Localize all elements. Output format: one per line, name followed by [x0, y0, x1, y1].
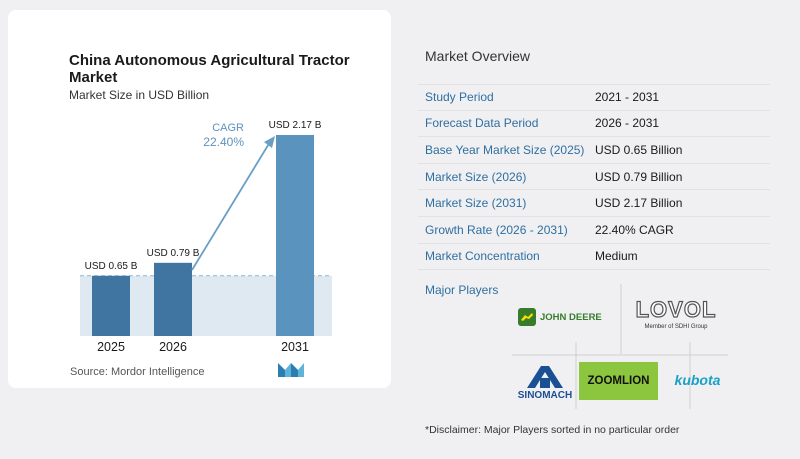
x-tick-label: 2031	[281, 340, 309, 354]
disclaimer-text: *Disclaimer: Major Players sorted in no …	[425, 424, 680, 436]
sinomach-text: SINOMACH	[517, 390, 573, 401]
overview-row-label: Growth Rate (2026 - 2031)	[425, 222, 568, 237]
bar-value-label: USD 0.65 B	[85, 261, 138, 272]
x-tick-label: 2025	[97, 340, 125, 354]
source-text: Source: Mordor Intelligence	[70, 366, 205, 378]
market-overview-table: Study Period 2021 - 2031 Forecast Data Per…	[418, 84, 770, 271]
chart-subtitle: Market Size in USD Billion	[69, 88, 210, 102]
bar-value-label: USD 2.17 B	[269, 120, 322, 131]
lovol-text: LOVOL	[635, 296, 717, 322]
cagr-label: CAGR	[212, 122, 244, 134]
lovol-logo: LOVOL Member of SDHI Group	[635, 296, 716, 330]
overview-row-label: Market Size (2031)	[425, 196, 527, 211]
deer-icon	[518, 308, 536, 326]
bar-value-label: USD 0.79 B	[147, 248, 200, 259]
chart-title: China Autonomous Agricultural Tractor Ma…	[69, 52, 350, 86]
overview-row-value: Medium	[595, 249, 638, 264]
overview-row-label: Study Period	[425, 90, 494, 105]
cagr-arrowhead	[264, 136, 275, 148]
cagr-arrow	[191, 141, 271, 271]
overview-row-value: 2021 - 2031	[595, 90, 660, 105]
overview-row: Forecast Data Period 2026 - 2031	[418, 111, 770, 138]
bar	[276, 135, 314, 336]
kubota-text: kubota	[674, 372, 721, 388]
mordor-logo-icon	[278, 363, 304, 377]
cagr-value: 22.40%	[203, 135, 244, 149]
kubota-logo: kubota	[670, 372, 725, 388]
players-grid-lines	[512, 284, 728, 409]
john-deere-text: JOHN DEERE	[540, 311, 602, 323]
lovol-subtext: Member of SDHI Group	[644, 324, 708, 330]
john-deere-logo: JOHN DEERE	[518, 306, 602, 328]
sinomach-logo: SINOMACH	[515, 362, 575, 401]
market-overview-title: Market Overview	[425, 48, 531, 64]
overview-row: Growth Rate (2026 - 2031) 22.40% CAGR	[418, 217, 770, 244]
bar-chart: USD 0.65 B 2025 USD 0.79 B 2026 USD 2.17 B 20…	[80, 120, 332, 354]
overview-row-label: Forecast Data Period	[425, 116, 539, 131]
overview-row-label: Market Concentration	[425, 249, 540, 264]
x-tick-label: 2026	[159, 340, 187, 354]
major-players-title: Major Players	[425, 283, 499, 297]
overview-row: Market Size (2031) USD 2.17 Billion	[418, 190, 770, 217]
overview-row: Base Year Market Size (2025) USD 0.65 Bil…	[418, 137, 770, 164]
overview-row: Market Concentration Medium	[418, 244, 770, 271]
overview-row: Study Period 2021 - 2031	[418, 84, 770, 111]
overview-row-value: 2026 - 2031	[595, 116, 660, 131]
overview-row-label: Market Size (2026)	[425, 169, 527, 184]
overview-row-value: 22.40% CAGR	[595, 222, 674, 237]
sinomach-mountain-icon	[527, 366, 563, 388]
overview-row-value: USD 2.17 Billion	[595, 196, 683, 211]
zoomlion-text: ZOOMLION	[587, 375, 650, 387]
zoomlion-logo: ZOOMLION	[579, 362, 658, 400]
overview-row-label: Base Year Market Size (2025)	[425, 142, 585, 157]
overview-row-value: USD 0.79 Billion	[595, 169, 683, 184]
overview-row-value: USD 0.65 Billion	[595, 142, 683, 157]
overview-row: Market Size (2026) USD 0.79 Billion	[418, 164, 770, 191]
bar	[92, 275, 130, 336]
bar	[154, 262, 192, 336]
